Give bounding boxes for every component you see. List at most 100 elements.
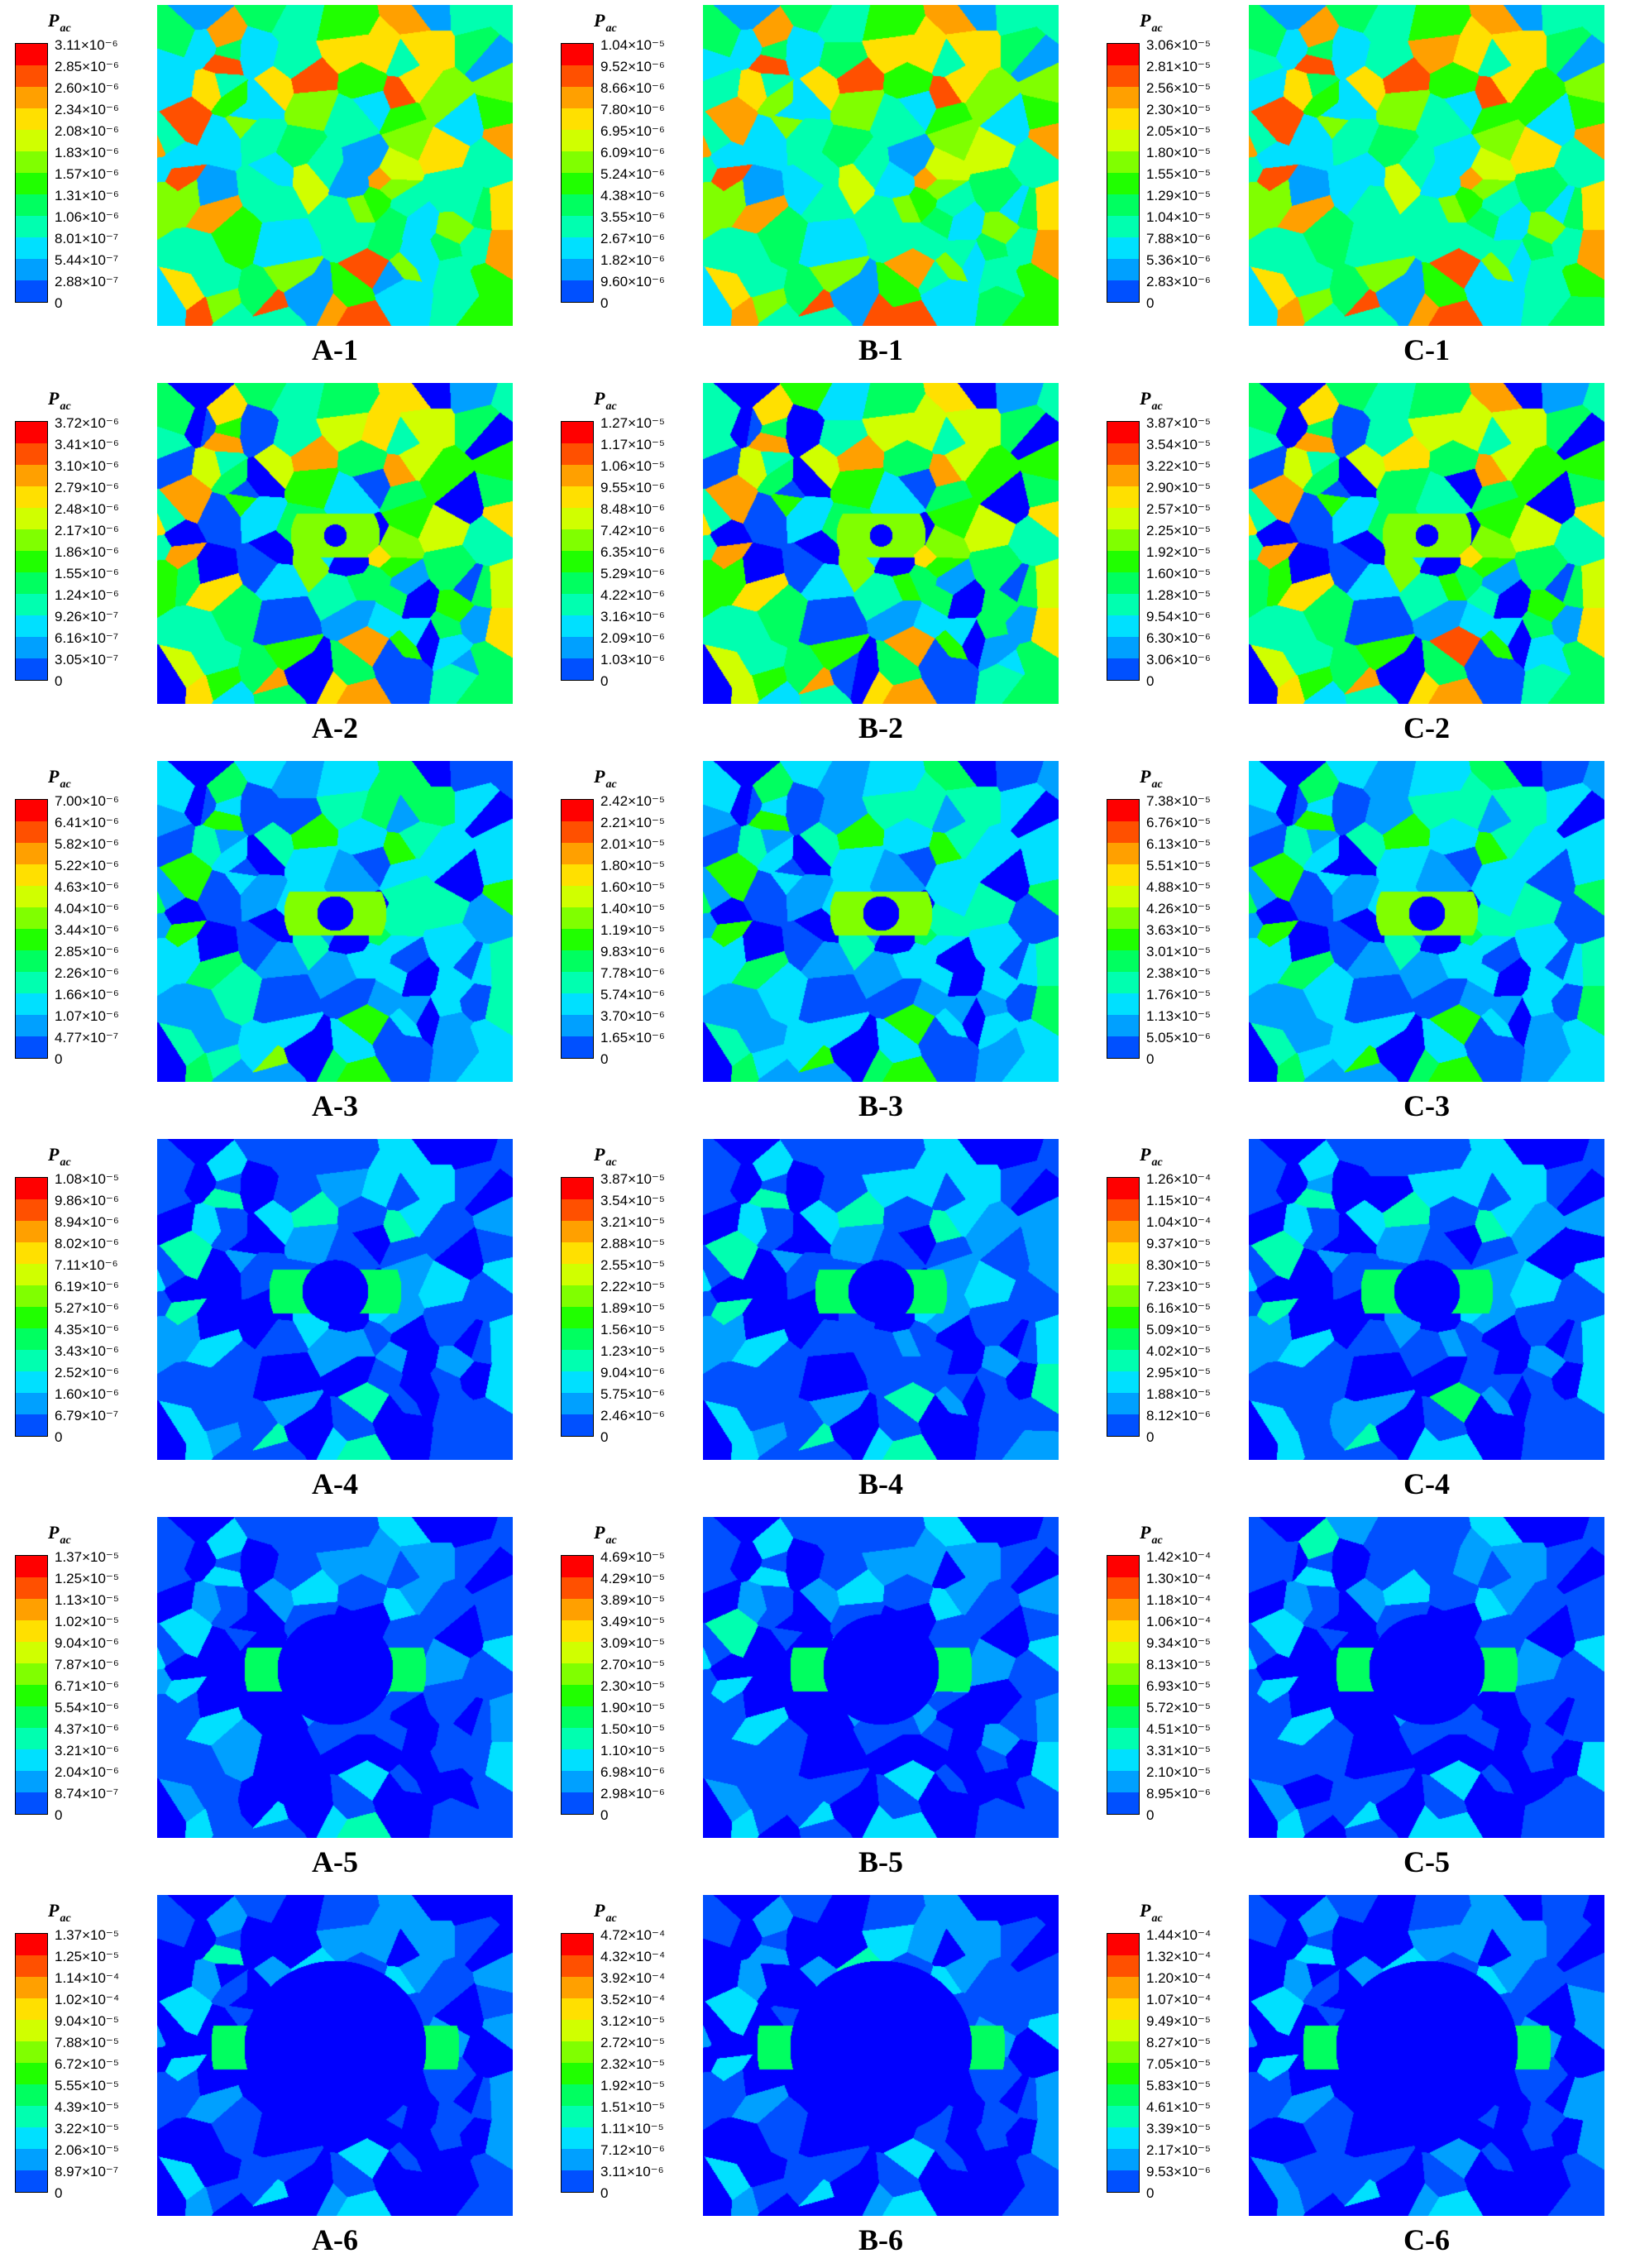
legend-color-bar [561, 43, 594, 303]
contour-panel: Pac 1.42×10⁻⁴ 1.30×10⁻⁴ 1.18×10⁻⁴ 1.06×10⁻⁴ 9… [1092, 1517, 1621, 1885]
legend-tick-label: 4.77×10⁻⁷ [55, 1030, 119, 1045]
legend-swatch [1107, 130, 1139, 151]
legend-swatch [16, 2127, 47, 2149]
legend-swatch [562, 280, 593, 302]
legend-swatch [1107, 529, 1139, 551]
legend-swatch [562, 886, 593, 907]
legend-tick-label: 6.95×10⁻⁶ [600, 123, 665, 139]
legend-tick-label: 5.72×10⁻⁵ [1146, 1700, 1211, 1715]
legend-swatch [1107, 173, 1139, 194]
legend-tick-label: 2.48×10⁻⁶ [55, 501, 119, 517]
legend-tick-label: 1.26×10⁻⁴ [1146, 1171, 1212, 1187]
legend-tick-label: 3.70×10⁻⁶ [600, 1008, 665, 1024]
legend-tick-label: 1.60×10⁻⁵ [600, 879, 665, 895]
legend-swatch [16, 2170, 47, 2192]
legend-tick-label: 2.72×10⁻⁵ [600, 2035, 665, 2050]
legend-subscript: ac [1151, 1156, 1163, 1169]
legend-tick-label: 1.51×10⁻⁵ [600, 2099, 665, 2115]
legend-title: Pac [1140, 766, 1163, 792]
legend-tick-label: 6.19×10⁻⁶ [55, 1279, 119, 1294]
legend-swatch [1107, 259, 1139, 280]
legend-swatch [562, 658, 593, 680]
legend-tick-label: 5.29×10⁻⁶ [600, 566, 665, 581]
legend-subscript: ac [605, 1534, 617, 1547]
legend-tick-label: 7.42×10⁻⁶ [600, 523, 665, 538]
legend-symbol: P [1140, 766, 1151, 787]
contour-plot [1249, 1895, 1604, 2216]
legend-tick-label: 0 [600, 1051, 609, 1067]
legend-swatch [1107, 44, 1139, 65]
legend-tick-label: 1.92×10⁻⁵ [600, 2078, 665, 2093]
legend-tick-label: 4.29×10⁻⁵ [600, 1571, 665, 1586]
legend-tick-label: 9.34×10⁻⁵ [1146, 1635, 1211, 1651]
legend-swatch [16, 1620, 47, 1642]
contour-plot [1249, 383, 1604, 704]
legend-symbol: P [48, 1522, 60, 1543]
legend-swatch [16, 508, 47, 529]
legend-tick-label: 6.35×10⁻⁶ [600, 544, 665, 560]
legend-color-bar [561, 1555, 594, 1815]
legend-tick-label: 1.55×10⁻⁵ [1146, 166, 1211, 182]
legend-swatch [16, 1998, 47, 2020]
legend-tick-label: 0 [55, 1429, 63, 1445]
legend-swatch [1107, 1371, 1139, 1393]
legend-swatch [1107, 65, 1139, 87]
legend-swatch [16, 950, 47, 972]
legend-tick-label: 3.06×10⁻⁶ [1146, 652, 1211, 667]
legend-swatch [562, 907, 593, 929]
legend-tick-label: 5.75×10⁻⁶ [600, 1386, 665, 1402]
legend-tick-label: 1.55×10⁻⁶ [55, 566, 119, 581]
legend-tick-label: 2.52×10⁻⁶ [55, 1365, 119, 1380]
contour-panel: Pac 1.08×10⁻⁵ 9.86×10⁻⁶ 8.94×10⁻⁶ 8.02×10⁻⁶ 7… [0, 1139, 529, 1507]
legend-swatch [1107, 1620, 1139, 1642]
legend-tick-label: 2.09×10⁻⁶ [600, 630, 665, 646]
legend-tick-label: 1.90×10⁻⁵ [600, 1700, 665, 1715]
legend-swatch [562, 1955, 593, 1977]
legend-subscript: ac [1151, 1534, 1163, 1547]
legend-swatch [562, 2170, 593, 2192]
legend-swatch [562, 993, 593, 1015]
legend-tick-label: 3.54×10⁻⁵ [1146, 437, 1211, 452]
legend-color-bar [1107, 1933, 1140, 2193]
legend-swatch [1107, 1178, 1139, 1199]
legend-tick-label: 2.81×10⁻⁵ [1146, 59, 1211, 74]
legend-swatch [562, 1199, 593, 1221]
contour-panel: Pac 3.11×10⁻⁶ 2.85×10⁻⁶ 2.60×10⁻⁶ 2.34×10⁻⁶ 2… [0, 5, 529, 373]
legend-tick-label: 8.48×10⁻⁶ [600, 501, 665, 517]
legend-symbol: P [594, 388, 605, 409]
legend-swatch [562, 1663, 593, 1685]
legend-tick-label: 4.04×10⁻⁶ [55, 901, 119, 916]
legend-swatch [1107, 216, 1139, 237]
legend-swatch [1107, 1199, 1139, 1221]
legend-swatch [1107, 658, 1139, 680]
legend-title: Pac [48, 10, 71, 36]
color-legend: Pac 4.72×10⁻⁴ 4.32×10⁻⁴ 3.92×10⁻⁴ 3.52×10⁻⁴ 3… [561, 1900, 718, 2214]
legend-title: Pac [48, 1900, 71, 1926]
legend-tick-label: 2.79×10⁻⁶ [55, 480, 119, 495]
legend-tick-label: 3.10×10⁻⁶ [55, 458, 119, 474]
legend-tick-label: 2.04×10⁻⁶ [55, 1764, 119, 1780]
legend-tick-label: 3.54×10⁻⁵ [600, 1193, 665, 1208]
legend-swatch [1107, 1685, 1139, 1706]
legend-symbol: P [594, 1144, 605, 1165]
legend-swatch [16, 1685, 47, 1706]
legend-swatch [16, 65, 47, 87]
legend-tick-label: 6.30×10⁻⁶ [1146, 630, 1211, 646]
legend-tick-label: 3.12×10⁻⁵ [600, 2013, 665, 2029]
legend-swatch [562, 821, 593, 843]
legend-tick-label: 1.80×10⁻⁵ [600, 858, 665, 873]
legend-symbol: P [1140, 1522, 1151, 1543]
legend-swatch [562, 173, 593, 194]
legend-tick-label: 9.86×10⁻⁶ [55, 1193, 119, 1208]
legend-swatch [562, 443, 593, 465]
legend-tick-label: 3.22×10⁻⁵ [1146, 458, 1211, 474]
legend-tick-label: 5.44×10⁻⁷ [55, 252, 119, 268]
contour-plot [157, 1895, 513, 2216]
legend-tick-label: 4.61×10⁻⁵ [1146, 2099, 1211, 2115]
legend-title: Pac [594, 1522, 617, 1548]
legend-swatch [1107, 551, 1139, 572]
panel-caption: B-2 [858, 711, 903, 744]
legend-swatch [16, 108, 47, 130]
legend-swatch [562, 87, 593, 108]
